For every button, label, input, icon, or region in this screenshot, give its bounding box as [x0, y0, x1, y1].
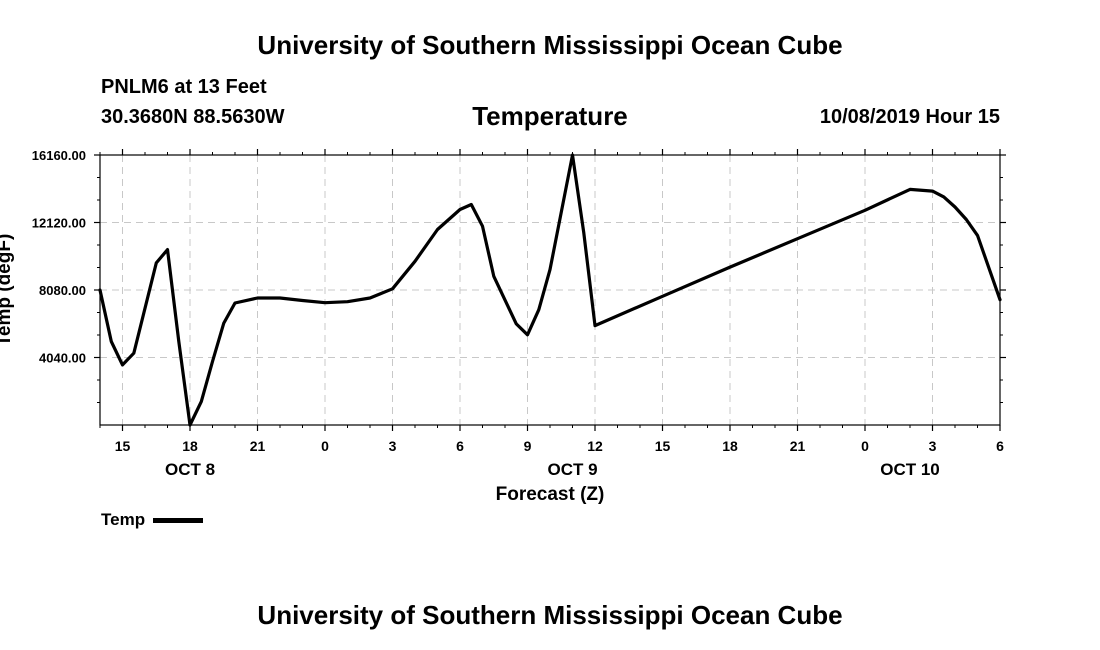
x-tick-label: 15 — [115, 438, 131, 454]
legend-label-temp: Temp — [101, 510, 146, 529]
temp-series-line — [98, 153, 1002, 427]
chart-title: Temperature — [472, 101, 628, 131]
tick-labels: 4040.00 8080.00 12120.00 16160.00 15 18 21 0 3 6 9… — [32, 148, 1004, 479]
bottom-title: University of Southern Mississippi Ocean… — [257, 600, 843, 630]
x-tick-label: 0 — [321, 438, 329, 454]
x-tick-label: 6 — [456, 438, 464, 454]
date-label: OCT 9 — [547, 460, 597, 479]
coordinates-label: 30.3680N 88.5630W — [101, 106, 285, 128]
y-tick-label: 16160.00 — [32, 148, 86, 163]
x-tick-label: 12 — [587, 438, 603, 454]
grid-lines — [100, 155, 1000, 425]
legend: Temp — [101, 510, 204, 530]
datetime-label: 10/08/2019 Hour 15 — [819, 106, 1000, 128]
y-axis-label: Temp (degF) — [0, 234, 15, 347]
x-tick-label: 15 — [655, 438, 671, 454]
top-title: University of Southern Mississippi Ocean… — [257, 30, 843, 60]
date-label: OCT 10 — [880, 460, 940, 479]
date-label: OCT 8 — [165, 460, 215, 479]
y-tick-label: 4040.00 — [39, 351, 86, 366]
x-tick-label: 9 — [524, 438, 532, 454]
x-tick-label: 6 — [996, 438, 1004, 454]
y-tick-label: 8080.00 — [39, 283, 86, 298]
x-axis-label: Forecast (Z) — [496, 484, 605, 505]
x-tick-label: 21 — [250, 438, 266, 454]
x-tick-label: 0 — [861, 438, 869, 454]
y-tick-label: 12120.00 — [32, 216, 86, 231]
legend-swatch-temp — [153, 517, 204, 523]
x-tick-label: 3 — [389, 438, 397, 454]
station-label: PNLM6 at 13 Feet — [101, 76, 267, 98]
x-tick-label: 21 — [790, 438, 806, 454]
x-tick-label: 18 — [722, 438, 738, 454]
x-tick-label: 18 — [182, 438, 198, 454]
x-tick-label: 3 — [929, 438, 937, 454]
